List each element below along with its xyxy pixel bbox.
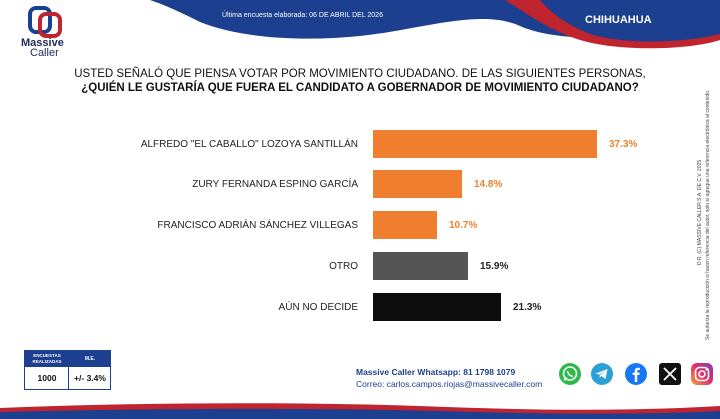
- copyright-note: D.R. (C) MASSIVE CALLER S.A. DE C.V. 202…: [697, 90, 713, 340]
- category-label: OTRO: [329, 261, 358, 272]
- footer-band: [0, 400, 720, 419]
- question-line-2: ¿QUIÉN LE GUSTARÍA QUE FUERA EL CANDIDAT…: [81, 82, 639, 94]
- question-line-1: USTED SEÑALÓ QUE PIENSA VOTAR POR MOVIMI…: [74, 68, 646, 80]
- massive-caller-logo: [10, 4, 78, 64]
- logo-text-caller: Caller: [30, 47, 59, 59]
- state-name: CHIHUAHUA: [585, 14, 652, 26]
- survey-stats-box: ENCUESTAS REALIZADAS M.E. 1000 +/- 3.4%: [24, 350, 111, 390]
- value-label: 37.3%: [609, 139, 638, 150]
- telegram-icon[interactable]: [590, 362, 614, 386]
- bar: [373, 293, 501, 321]
- bar: [373, 170, 462, 198]
- stats-header-surveys: ENCUESTAS REALIZADAS: [32, 353, 62, 364]
- x-icon[interactable]: [658, 362, 682, 386]
- stats-divider: [68, 367, 69, 389]
- value-label: 14.8%: [474, 179, 503, 190]
- bar: [373, 252, 468, 280]
- value-label: 10.7%: [449, 220, 478, 231]
- stats-header: [25, 351, 110, 367]
- copyright-line-2: Se autoriza la reproducción si hacen ref…: [705, 89, 711, 340]
- category-label: FRANCISCO ADRIÁN SÁNCHEZ VILLEGAS: [157, 220, 358, 231]
- header-banner: [0, 0, 720, 49]
- stats-margin-value: +/- 3.4%: [74, 373, 106, 383]
- category-label: ALFREDO "EL CABALLO" LOZOYA SANTILLÁN: [140, 139, 358, 150]
- bar: [373, 211, 437, 239]
- category-label: ZURY FERNANDA ESPINO GARCÍA: [192, 179, 358, 190]
- value-label: 21.3%: [513, 302, 542, 313]
- survey-date: Última encuesta elaborada: 06 DE ABRIL D…: [222, 12, 383, 19]
- logo-text-massive: Massive: [21, 37, 64, 49]
- instagram-icon[interactable]: [690, 362, 714, 386]
- value-label: 15.9%: [480, 261, 509, 272]
- stats-surveys-value: 1000: [37, 373, 57, 383]
- stats-header-margin: M.E.: [84, 356, 96, 362]
- bar: [373, 130, 597, 158]
- facebook-icon[interactable]: [624, 362, 648, 386]
- contact-whatsapp: Massive Caller Whatsapp: 81 1798 1079: [356, 367, 516, 377]
- whatsapp-icon[interactable]: [558, 362, 582, 386]
- category-label: AÚN NO DECIDE: [278, 302, 358, 313]
- copyright-line-1: D.R. (C) MASSIVE CALLER S.A. DE C.V. 202…: [697, 159, 703, 265]
- contact-email[interactable]: Correo: carlos.campos.riojas@massivecall…: [356, 379, 543, 389]
